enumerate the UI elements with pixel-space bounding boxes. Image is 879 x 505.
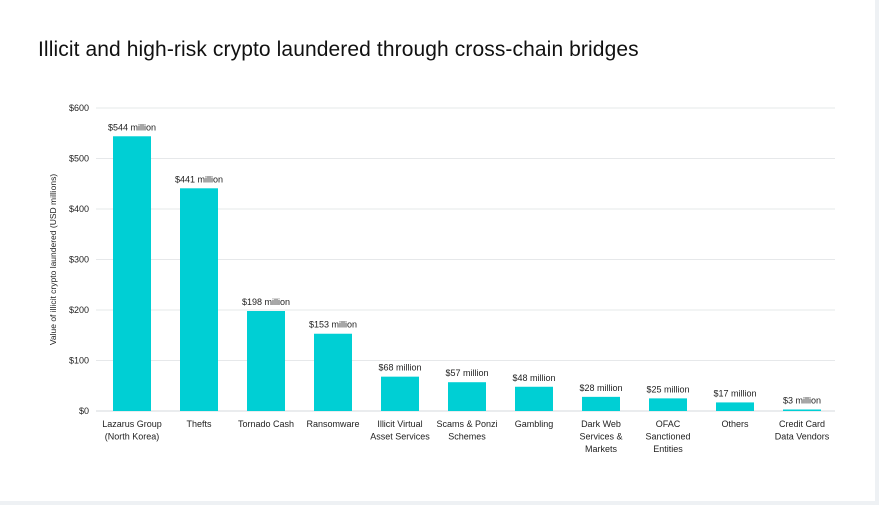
category-label-line: Scams & Ponzi [436,419,497,429]
category-label: Credit Card Data Vendors [775,419,830,442]
bar [716,402,754,411]
category-label: Tornado Cash [238,419,294,429]
category-label-line: Illicit Virtual [377,419,422,429]
category-label-line: Ransomware [306,419,359,429]
category-label: Others [721,419,749,429]
bar [113,136,151,411]
bar [582,396,620,411]
category-label-line: Credit Card [779,419,825,429]
category-label-line: Thefts [186,419,212,429]
bar [381,376,419,411]
y-tick-label: $0 [79,406,89,416]
y-axis-label: Value of illicit crypto laundered (USD m… [48,174,58,345]
bar [314,333,352,411]
category-label-line: Entities [653,444,683,454]
category-label-line: Gambling [515,419,554,429]
category-label-line: Asset Services [370,432,430,442]
data-label: $48 million [512,373,555,383]
data-label: $153 million [309,320,357,330]
bar [448,382,486,411]
category-label-line: Others [721,419,749,429]
category-label-line: Markets [585,444,618,454]
y-tick-label: $200 [69,305,89,315]
category-label: Lazarus Group (North Korea) [102,419,162,442]
bar [783,409,821,411]
data-label: $25 million [646,384,689,394]
data-label: $28 million [579,383,622,393]
data-label: $57 million [445,368,488,378]
category-label: Illicit Virtual Asset Services [370,419,430,442]
category-label: Scams & Ponzi Schemes [436,419,497,442]
y-tick-label: $500 [69,154,89,164]
bar-layer [113,136,821,411]
y-tick-label: $400 [69,204,89,214]
category-label-line: Tornado Cash [238,419,294,429]
category-label-line: Services & [579,432,622,442]
bar [515,386,553,411]
bar [180,188,218,411]
y-tick-label: $100 [69,356,89,366]
category-label: OFAC Sanctioned Entities [645,419,690,454]
chart-title: Illicit and high-risk crypto laundered t… [38,38,639,61]
category-label-line: (North Korea) [105,432,160,442]
category-label-line: Sanctioned [645,432,690,442]
category-label-line: Schemes [448,432,486,442]
data-label: $17 million [713,388,756,398]
category-label: Dark Web Services & Markets [579,419,622,454]
category-label: Gambling [515,419,554,429]
category-label-line: Lazarus Group [102,419,162,429]
bar [649,398,687,411]
data-label: $198 million [242,297,290,307]
y-tick-label: $600 [69,103,89,113]
text-layer: $0 $100 $200 $300 $400 $500 $600 Value of illic… [48,103,830,454]
category-label: Thefts [186,419,212,429]
category-label-line: Data Vendors [775,432,830,442]
category-label: Ransomware [306,419,359,429]
y-tick-label: $300 [69,255,89,265]
data-label: $441 million [175,174,223,184]
category-label-line: Dark Web [581,419,621,429]
data-label: $3 million [783,395,821,405]
data-label: $544 million [108,122,156,132]
bar [247,311,285,411]
category-label-line: OFAC [656,419,681,429]
data-label: $68 million [378,363,421,373]
